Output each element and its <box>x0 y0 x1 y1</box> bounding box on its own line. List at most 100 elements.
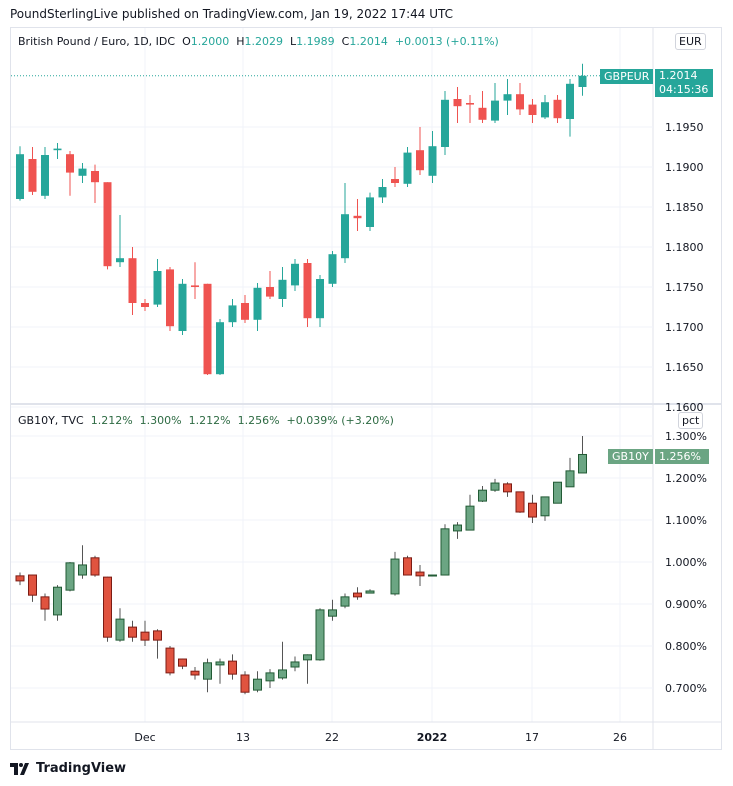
candle-down <box>166 269 174 327</box>
candle-up <box>215 661 225 666</box>
candle-up <box>490 482 500 491</box>
tradingview-logo-icon <box>10 762 29 775</box>
candle-up <box>565 470 575 488</box>
candle-up <box>390 558 400 595</box>
candle-up <box>328 609 337 617</box>
candle-up <box>291 263 299 286</box>
candle-up <box>541 102 549 118</box>
candle-down <box>165 647 175 674</box>
candle-up <box>53 148 62 151</box>
candle-down <box>191 285 199 287</box>
candle-down <box>528 104 537 115</box>
candle-up <box>228 305 237 323</box>
candle-up <box>578 453 587 474</box>
candle-down <box>153 630 162 641</box>
candle-up <box>290 661 300 668</box>
candle-up <box>540 496 550 517</box>
y-tick-label: 1.200% <box>665 472 707 485</box>
gbpeur-title: British Pound / Euro, 1D, IDC <box>18 35 176 48</box>
candle-down <box>241 303 249 320</box>
candle-down <box>303 263 312 319</box>
candle-up <box>203 662 212 680</box>
candle-down <box>90 557 100 576</box>
candle-down <box>40 596 50 610</box>
candle-up <box>365 590 375 594</box>
candle-up <box>465 505 475 531</box>
candle-up <box>178 283 187 331</box>
candle-down <box>103 182 112 267</box>
candle-down <box>128 258 137 303</box>
y-tick-label: 1.000% <box>665 556 707 569</box>
y-tick-label: 1.1850 <box>665 201 704 214</box>
x-tick-label: 2022 <box>417 731 448 744</box>
open-value: 1.212% <box>90 414 133 427</box>
y-tick-label: 1.300% <box>665 430 707 443</box>
candle-down <box>91 171 99 183</box>
change-value: +0.039% (+3.20%) <box>286 414 394 427</box>
candle-up <box>53 586 62 616</box>
candle-up <box>65 562 75 591</box>
gbpeur-legend: British Pound / Euro, 1D, IDC O1.2000 H1… <box>18 35 499 48</box>
candle-up <box>378 187 387 198</box>
candle-up <box>441 99 449 147</box>
candle-up <box>366 197 374 227</box>
candle-down <box>240 674 250 693</box>
candle-down <box>266 287 274 297</box>
candle-down <box>203 283 212 375</box>
x-tick-label: 22 <box>325 731 339 744</box>
candle-down <box>515 491 525 513</box>
candle-down <box>103 576 112 638</box>
gb10y-symbol-tag: GB10Y <box>608 449 653 464</box>
x-tick-label: Dec <box>134 731 155 744</box>
candle-up <box>566 83 574 119</box>
candle-down <box>28 574 37 596</box>
candle-up <box>453 524 462 532</box>
y-tick-label: 1.100% <box>665 514 707 527</box>
x-tick-label: 13 <box>236 731 250 744</box>
candle-up <box>78 168 87 176</box>
publisher-caption: PoundSterlingLive published on TradingVi… <box>10 7 453 21</box>
candle-up <box>278 279 287 299</box>
unit-badge[interactable]: pct <box>678 412 704 429</box>
candle-up <box>315 609 325 661</box>
candle-down <box>228 660 237 675</box>
currency-badge[interactable]: EUR <box>675 33 706 50</box>
y-tick-label: 0.900% <box>665 598 707 611</box>
candle-up <box>328 254 337 284</box>
candle-down <box>353 215 362 219</box>
y-tick-label: 1.1750 <box>665 281 704 294</box>
gb10y-title: GB10Y, TVC <box>18 414 84 427</box>
footer-brand[interactable]: TradingView <box>10 761 126 776</box>
candle-up <box>491 100 499 121</box>
y-tick-label: 1.1900 <box>665 161 704 174</box>
y-tick-label: 1.1700 <box>665 321 704 334</box>
candle-down <box>516 94 524 110</box>
candle-up <box>41 155 49 196</box>
candle-up <box>265 672 275 682</box>
candle-down <box>391 179 399 183</box>
gbpeur-symbol-tag: GBPEUR <box>600 69 654 84</box>
candle-down <box>553 99 562 119</box>
chart-frame <box>10 27 722 750</box>
candle-down <box>15 575 25 582</box>
candle-up <box>428 574 437 577</box>
candle-down <box>190 670 200 676</box>
candle-down <box>178 658 187 667</box>
candle-up <box>440 528 450 576</box>
y-tick-label: 0.700% <box>665 682 707 695</box>
low-value: 1.212% <box>188 414 231 427</box>
candle-down <box>28 159 37 192</box>
x-tick-label: 26 <box>613 731 627 744</box>
candle-up <box>478 489 487 502</box>
candle-down <box>453 99 462 107</box>
candle-up <box>403 152 412 184</box>
candle-up <box>341 214 349 259</box>
x-tick-label: 17 <box>525 731 539 744</box>
gbpeur-price-tag: 1.2014 04:15:36 <box>655 69 713 97</box>
close-value: 1.256% <box>237 414 280 427</box>
candle-up <box>278 669 287 679</box>
last-price: 1.2014 <box>659 69 698 82</box>
gb10y-legend: GB10Y, TVC 1.212% 1.300% 1.212% 1.256% +… <box>18 414 394 427</box>
candle-down <box>416 150 424 171</box>
